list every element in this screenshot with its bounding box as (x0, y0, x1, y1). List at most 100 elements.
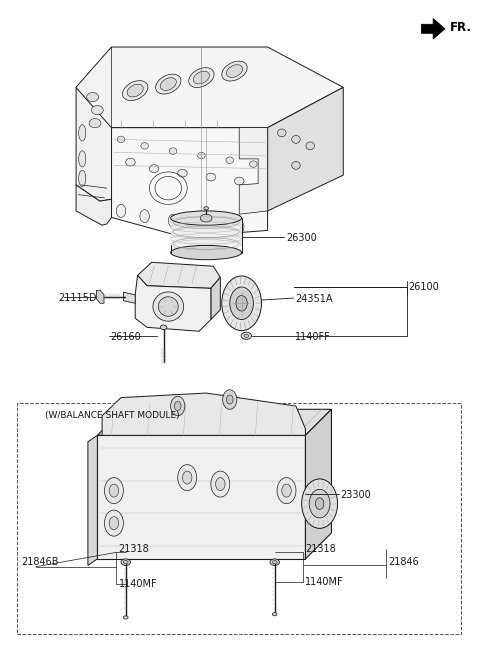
Ellipse shape (156, 74, 181, 94)
Ellipse shape (92, 106, 103, 115)
Circle shape (105, 478, 123, 504)
Ellipse shape (127, 84, 143, 97)
Text: 1140MF: 1140MF (119, 579, 157, 588)
Polygon shape (88, 436, 97, 565)
Polygon shape (305, 409, 332, 559)
Ellipse shape (122, 81, 148, 100)
Ellipse shape (292, 136, 300, 143)
Text: 21846: 21846 (388, 557, 419, 567)
Circle shape (178, 464, 197, 491)
Ellipse shape (250, 161, 257, 167)
Text: 1140FF: 1140FF (295, 332, 331, 342)
Ellipse shape (235, 177, 244, 185)
Circle shape (116, 205, 126, 217)
Polygon shape (123, 292, 135, 303)
Polygon shape (135, 276, 211, 331)
Polygon shape (76, 47, 343, 128)
Ellipse shape (79, 171, 86, 186)
Ellipse shape (193, 72, 209, 84)
Text: FR.: FR. (450, 21, 472, 34)
Ellipse shape (204, 207, 208, 210)
Polygon shape (171, 218, 241, 245)
Ellipse shape (227, 65, 242, 77)
Circle shape (236, 295, 247, 311)
Circle shape (282, 484, 291, 497)
Ellipse shape (171, 211, 241, 225)
Text: 21318: 21318 (119, 544, 149, 554)
Ellipse shape (178, 169, 187, 177)
Circle shape (301, 479, 337, 528)
Circle shape (109, 517, 119, 529)
Circle shape (105, 510, 123, 536)
Ellipse shape (169, 148, 177, 154)
Polygon shape (239, 128, 268, 214)
Ellipse shape (160, 325, 167, 329)
Ellipse shape (123, 560, 128, 564)
Polygon shape (96, 290, 104, 303)
Polygon shape (97, 436, 305, 559)
Ellipse shape (272, 613, 277, 616)
Ellipse shape (160, 77, 176, 91)
Ellipse shape (222, 61, 247, 81)
Circle shape (140, 210, 149, 222)
Polygon shape (76, 87, 111, 201)
Circle shape (223, 390, 237, 409)
Circle shape (211, 471, 230, 497)
Ellipse shape (226, 157, 234, 163)
Ellipse shape (206, 173, 216, 181)
Ellipse shape (89, 119, 101, 128)
Ellipse shape (149, 165, 159, 173)
Ellipse shape (189, 68, 214, 87)
Ellipse shape (153, 292, 184, 321)
Circle shape (230, 287, 253, 319)
Ellipse shape (117, 136, 125, 142)
Ellipse shape (272, 560, 277, 564)
Ellipse shape (141, 142, 148, 149)
Ellipse shape (126, 158, 135, 166)
Text: (W/BALANCE SHAFT MODULE): (W/BALANCE SHAFT MODULE) (45, 411, 180, 420)
Ellipse shape (200, 214, 212, 222)
Text: 21318: 21318 (305, 544, 336, 554)
Circle shape (202, 218, 211, 232)
Text: 1140MF: 1140MF (305, 577, 344, 586)
Polygon shape (102, 393, 305, 436)
Text: 21115D: 21115D (59, 293, 97, 303)
Polygon shape (76, 47, 111, 128)
Ellipse shape (241, 332, 252, 339)
Ellipse shape (121, 559, 131, 565)
Ellipse shape (198, 152, 205, 159)
Circle shape (182, 471, 192, 484)
Text: 24351A: 24351A (295, 295, 333, 304)
Text: 26300: 26300 (287, 234, 317, 243)
Polygon shape (97, 409, 332, 436)
Ellipse shape (292, 161, 300, 169)
Ellipse shape (270, 559, 279, 565)
Ellipse shape (244, 334, 249, 337)
Ellipse shape (171, 245, 241, 260)
Circle shape (277, 478, 296, 504)
Circle shape (222, 276, 262, 331)
Circle shape (227, 395, 233, 404)
Circle shape (315, 498, 324, 510)
Circle shape (235, 220, 244, 234)
Text: 23300: 23300 (340, 490, 371, 500)
Ellipse shape (79, 151, 86, 167)
Ellipse shape (277, 129, 286, 136)
Ellipse shape (158, 297, 178, 316)
Ellipse shape (87, 92, 98, 102)
Ellipse shape (79, 125, 86, 141)
Polygon shape (111, 128, 268, 237)
Polygon shape (138, 262, 220, 289)
Polygon shape (76, 185, 111, 225)
Circle shape (309, 489, 330, 518)
Circle shape (171, 396, 185, 416)
Text: 26100: 26100 (408, 282, 439, 292)
Ellipse shape (123, 616, 128, 619)
Circle shape (216, 478, 225, 491)
Polygon shape (268, 87, 343, 211)
Polygon shape (211, 277, 220, 319)
Text: 21846B: 21846B (22, 557, 59, 567)
Circle shape (168, 214, 178, 227)
Circle shape (174, 401, 181, 411)
Circle shape (109, 484, 119, 497)
